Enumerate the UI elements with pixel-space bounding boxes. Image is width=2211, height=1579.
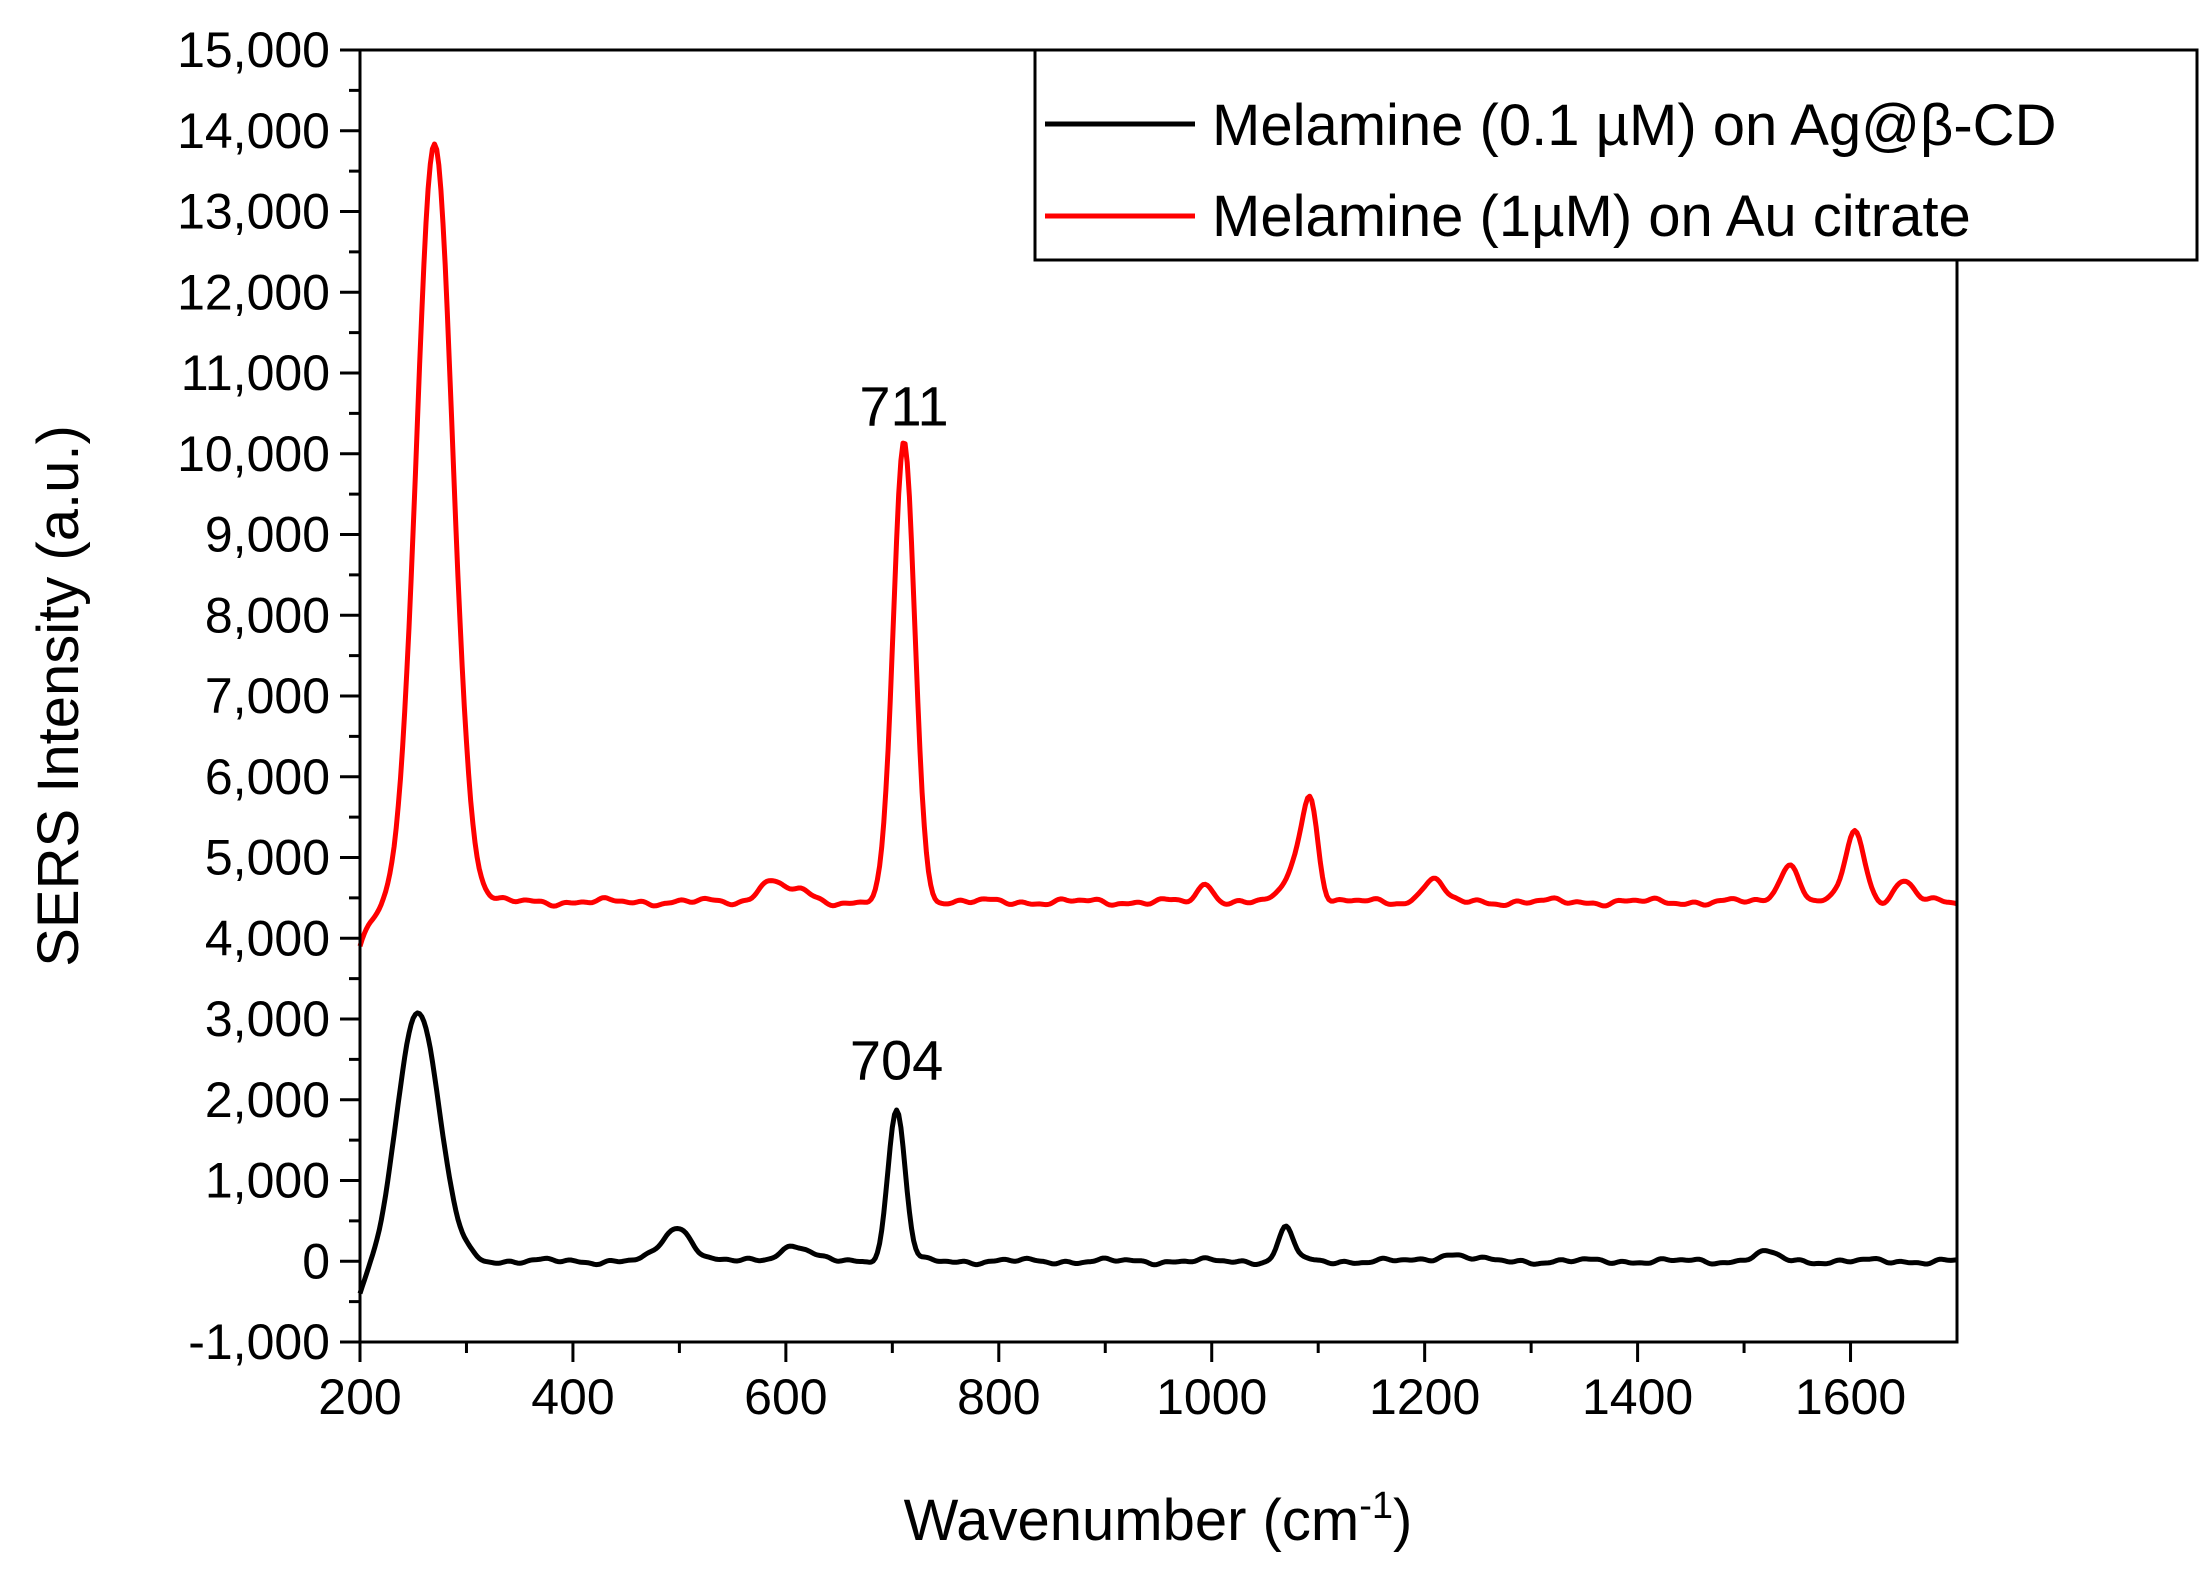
- y-tick-label-8000: 8,000: [205, 587, 330, 643]
- y-tick-label-5000: 5,000: [205, 830, 330, 886]
- y-axis-title: SERS Intensity (a.u.): [26, 425, 91, 967]
- peak-annotation-711: 711: [859, 374, 948, 437]
- plot-series: [357, 141, 1958, 1295]
- x-axis-title-close: ): [1393, 1488, 1412, 1553]
- x-tick-label-1600: 1600: [1795, 1369, 1906, 1425]
- x-axis-title-main: Wavenumber (cm: [904, 1488, 1360, 1553]
- y-tick-label-1000: 1,000: [205, 1153, 330, 1209]
- y-tick-label-9000: 9,000: [205, 507, 330, 563]
- y-tick-label-4000: 4,000: [205, 910, 330, 966]
- peak-annotation-704: 704: [850, 1029, 943, 1092]
- y-tick-label-6000: 6,000: [205, 749, 330, 805]
- x-axis-title: Wavenumber (cm-1): [904, 1485, 1413, 1553]
- y-tick-label-3000: 3,000: [205, 991, 330, 1047]
- x-tick-label-1200: 1200: [1369, 1369, 1480, 1425]
- x-axis-title-superscript: -1: [1359, 1485, 1393, 1527]
- y-tick-label-11000: 11,000: [181, 345, 330, 401]
- y-tick-label-15000: 15,000: [177, 22, 330, 78]
- y-tick-label-0: 0: [302, 1233, 330, 1289]
- axis-ticks: 200 400 600 800 1000 1200 1400 1600 -1,000 0 1,000…: [177, 22, 1906, 1425]
- y-tick-label-14000: 14,000: [177, 103, 330, 159]
- x-tick-label-1400: 1400: [1582, 1369, 1693, 1425]
- y-tick-label--1000: -1,000: [188, 1314, 330, 1370]
- y-tick-label-7000: 7,000: [205, 668, 330, 724]
- legend-label-au-citrate: Melamine (1µM) on Au citrate: [1212, 184, 1971, 249]
- x-tick-label-1000: 1000: [1156, 1369, 1267, 1425]
- legend: Melamine (0.1 µM) on Ag@β-CD Melamine (1…: [1033, 48, 2199, 262]
- legend-box: [1033, 48, 2199, 262]
- series-line-1: [357, 141, 1958, 948]
- x-tick-label-400: 400: [531, 1369, 614, 1425]
- y-tick-label-13000: 13,000: [177, 184, 330, 240]
- y-tick-label-10000: 10,000: [177, 426, 330, 482]
- x-tick-label-200: 200: [318, 1369, 401, 1425]
- legend-label-ag-cd: Melamine (0.1 µM) on Ag@β-CD: [1212, 93, 2056, 158]
- series-line-0: [357, 1010, 1958, 1295]
- x-tick-label-600: 600: [744, 1369, 827, 1425]
- peak-annotations: 711 704: [850, 374, 949, 1091]
- y-tick-label-2000: 2,000: [205, 1072, 330, 1128]
- y-tick-label-12000: 12,000: [177, 264, 330, 320]
- x-tick-label-800: 800: [957, 1369, 1040, 1425]
